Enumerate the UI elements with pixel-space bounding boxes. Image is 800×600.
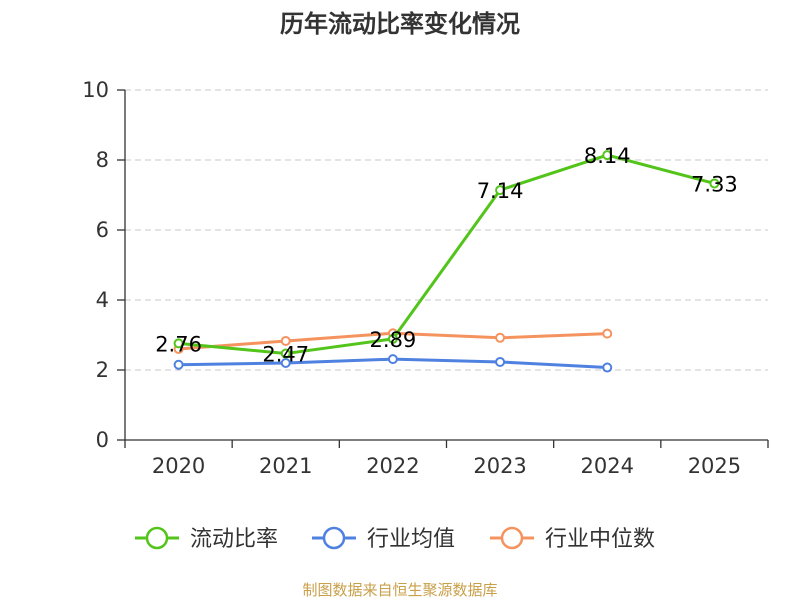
x-tick-label-2024: 2024 <box>581 454 634 478</box>
series-group <box>173 150 720 373</box>
point-行业中位数-2021[interactable] <box>280 335 291 346</box>
point-流动比率-2022[interactable] <box>387 333 398 344</box>
data-label-2023: 7.14 <box>477 179 524 203</box>
y-tick-label-2: 2 <box>96 358 109 382</box>
data-label-2020: 2.76 <box>155 332 202 356</box>
data-label-2024: 8.14 <box>584 144 631 168</box>
y-tick-label-8: 8 <box>96 148 109 172</box>
point-流动比率-2025[interactable] <box>709 178 720 189</box>
point-流动比率-2024[interactable] <box>602 150 613 161</box>
data-label-2021: 2.47 <box>262 343 309 367</box>
point-行业均值-2021[interactable] <box>280 358 291 368</box>
y-tick-label-4: 4 <box>96 288 109 312</box>
legend-marker-行业均值[interactable] <box>322 526 346 550</box>
x-tick-label-2021: 2021 <box>259 454 312 478</box>
axes: 0 2 4 6 8 10 2020 2021 2022 2023 2024 2025 <box>82 78 769 478</box>
source-note: 制图数据来自恒生聚源数据库 <box>302 581 497 599</box>
legend-marker-行业中位数[interactable] <box>500 526 524 550</box>
legend: 流动比率 行业均值 行业中位数 <box>135 526 655 552</box>
legend-marker-流动比率[interactable] <box>145 526 169 550</box>
x-tick-label-2023: 2023 <box>473 454 526 478</box>
data-labels: 2.76 2.47 2.89 7.14 8.14 7.33 <box>155 144 738 366</box>
legend-label-行业中位数[interactable]: 行业中位数 <box>545 527 655 552</box>
x-tick-label-2025: 2025 <box>688 454 741 478</box>
legend-label-行业均值[interactable]: 行业均值 <box>367 527 455 552</box>
chart-title: 历年流动比率变化情况 <box>280 10 520 38</box>
point-流动比率-2023[interactable] <box>495 185 506 196</box>
point-行业中位数-2023[interactable] <box>495 332 506 343</box>
x-tick-label-2022: 2022 <box>366 454 419 478</box>
point-行业均值-2023[interactable] <box>495 356 506 367</box>
point-行业均值-2024[interactable] <box>602 362 613 373</box>
series-line-流动比率 <box>178 153 715 356</box>
grid <box>125 89 768 371</box>
point-行业均值-2022[interactable] <box>387 354 398 365</box>
data-label-2022: 2.89 <box>370 328 417 352</box>
y-tick-label-10: 10 <box>82 78 109 102</box>
x-tick-label-2020: 2020 <box>152 454 205 478</box>
point-行业中位数-2024[interactable] <box>602 328 613 339</box>
legend-label-流动比率[interactable]: 流动比率 <box>190 527 278 552</box>
point-行业均值-2020[interactable] <box>173 359 184 370</box>
y-tick-label-6: 6 <box>96 218 109 242</box>
y-tick-label-0: 0 <box>96 428 109 452</box>
point-流动比率-2021[interactable] <box>280 348 291 359</box>
point-流动比率-2020[interactable] <box>173 338 184 349</box>
data-label-2025: 7.33 <box>691 172 738 196</box>
